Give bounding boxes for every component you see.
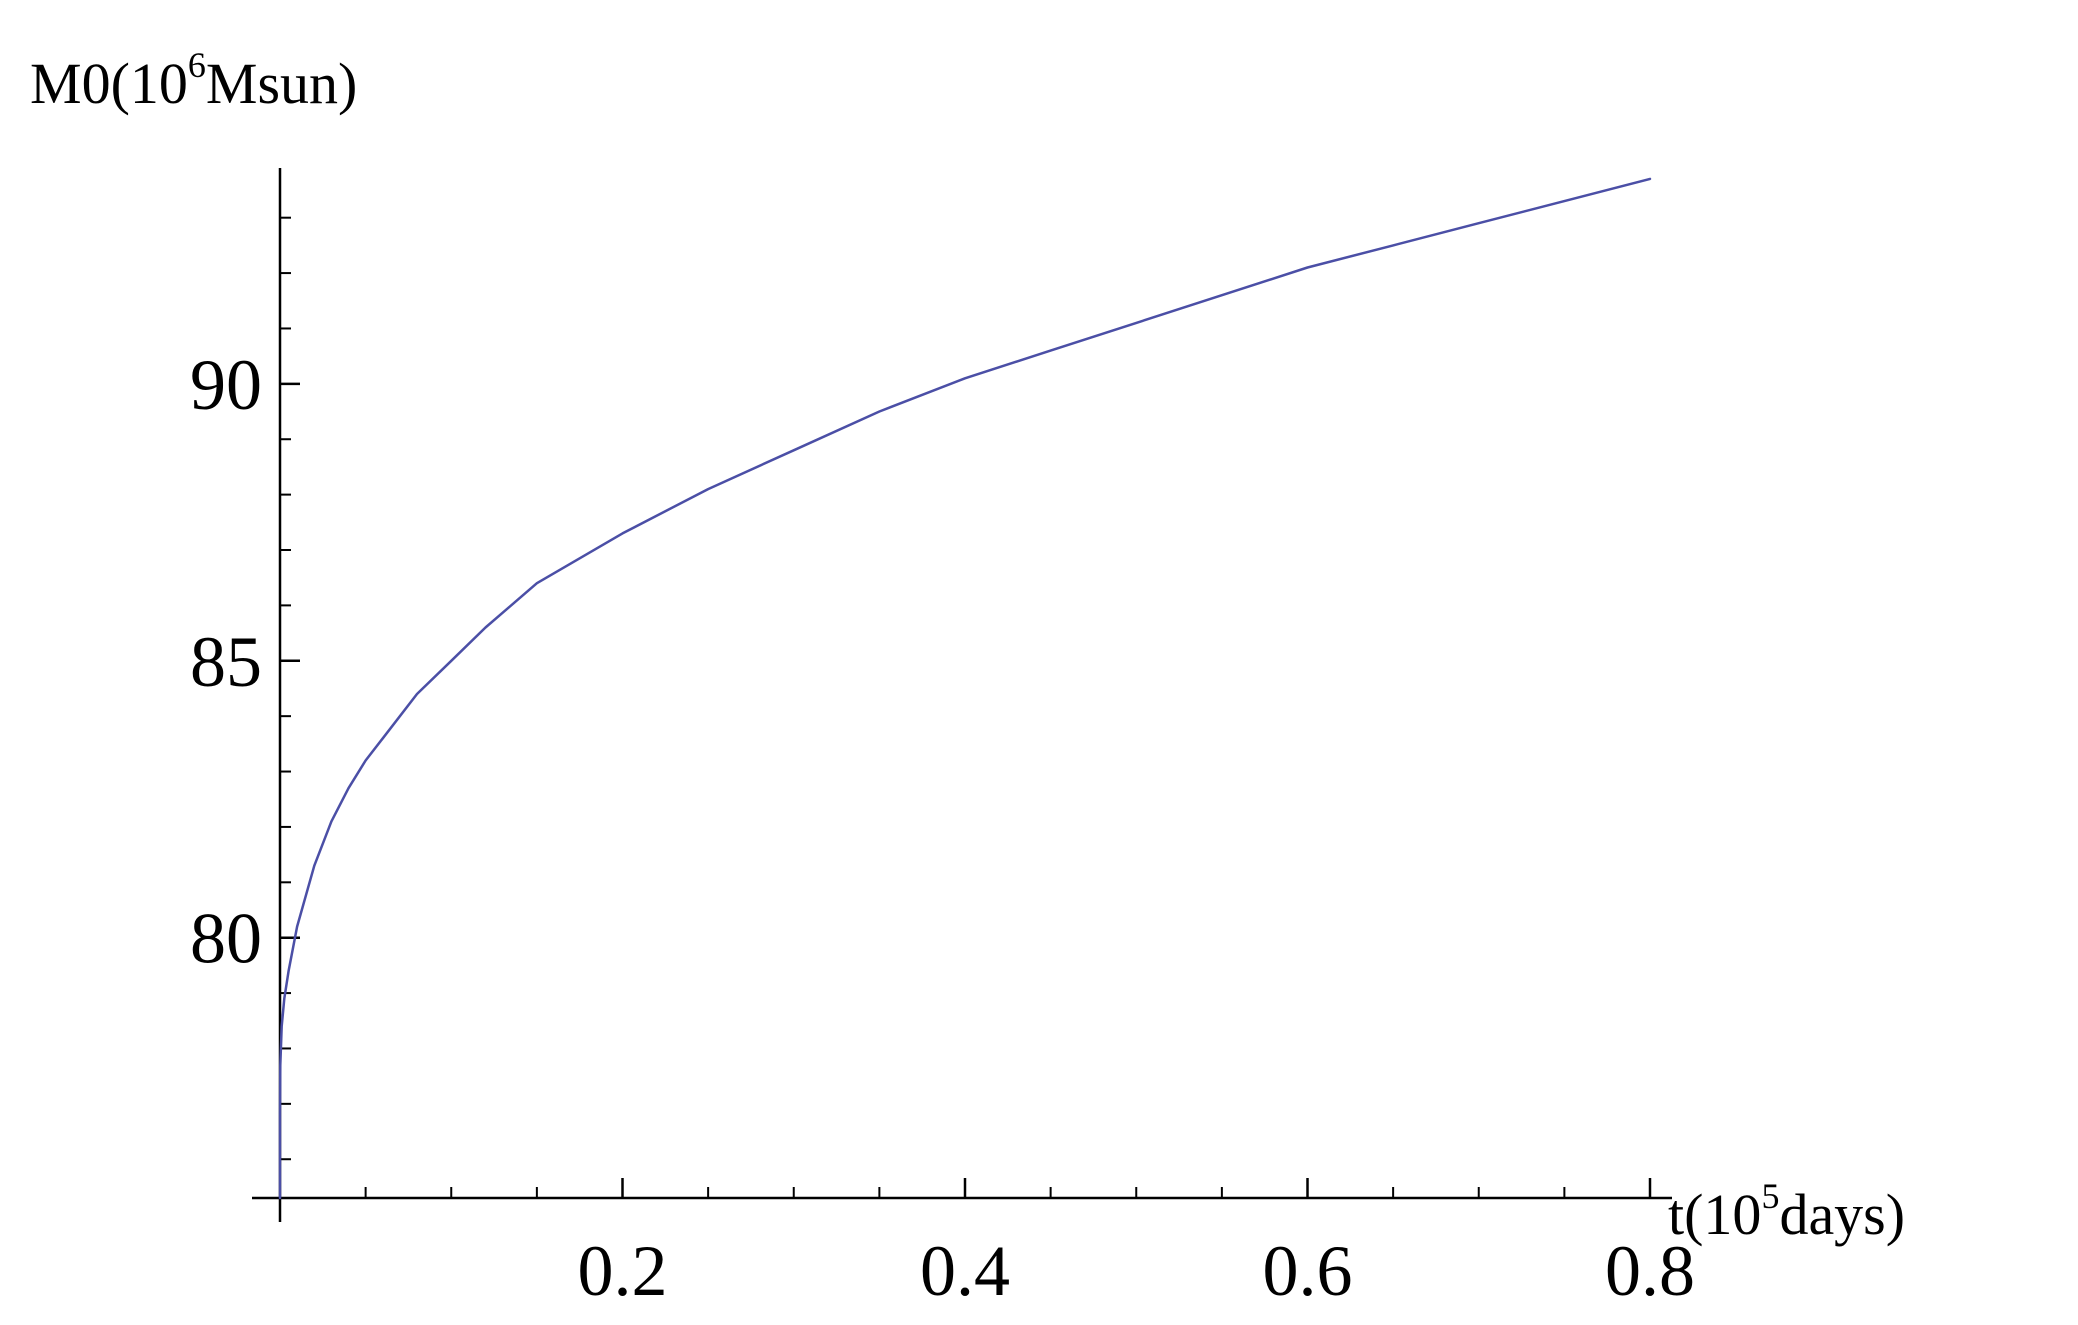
tick-labels: 0.2 0.4 0.6 0.8 80 85 90	[190, 345, 1695, 1311]
minor-ticks	[280, 216, 1566, 1198]
x-tick-label: 0.4	[920, 1231, 1010, 1311]
y-tick-label: 90	[190, 345, 262, 425]
series-line	[278, 177, 1652, 1200]
axes	[252, 168, 1672, 1222]
x-axis-label-exponent: 5	[1761, 1176, 1779, 1216]
y-tick-label: 80	[190, 899, 262, 979]
x-axis-label-main: t(10	[1668, 1182, 1761, 1247]
x-tick-label: 0.2	[578, 1231, 668, 1311]
major-ticks	[280, 382, 1652, 1198]
y-tick-label: 85	[190, 622, 262, 702]
x-axis-label: t(105days)	[1668, 1176, 1905, 1247]
y-axis-label: M0(106Msun)	[30, 45, 357, 116]
y-axis-label-main: M0(10	[30, 51, 188, 116]
series	[278, 177, 1652, 1200]
y-axis-label-exponent: 6	[188, 45, 206, 85]
x-tick-label: 0.6	[1263, 1231, 1353, 1311]
x-axis-label-unit: days)	[1779, 1182, 1905, 1247]
x-tick-label: 0.8	[1605, 1231, 1695, 1311]
y-axis-label-unit: Msun)	[206, 51, 357, 116]
